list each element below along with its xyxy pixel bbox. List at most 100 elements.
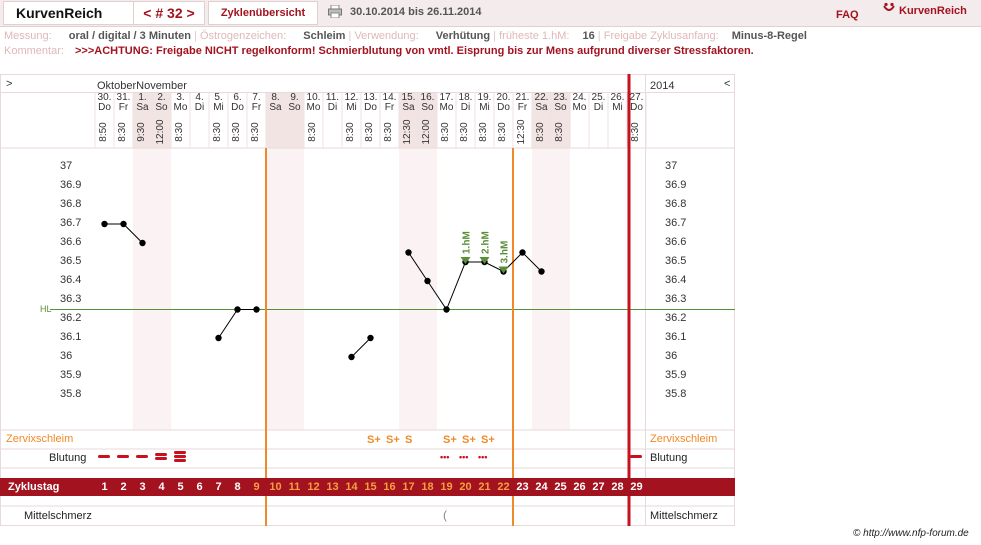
zyklustag-cell[interactable]: 28 — [611, 481, 624, 493]
zyklustag-cell[interactable]: 13 — [326, 481, 339, 493]
zyklustag-cell[interactable]: 14 — [345, 481, 358, 493]
day-number: 16. — [420, 92, 435, 103]
zervix-symbol: S+ — [386, 434, 400, 446]
zyklustag-cell[interactable]: 8 — [234, 481, 241, 493]
day-number: 20. — [496, 92, 511, 103]
day-number: 22. — [534, 92, 549, 103]
weekday: Fr — [118, 102, 129, 113]
zyklustag-cell[interactable]: 4 — [158, 481, 165, 493]
day-number: 26. — [610, 92, 625, 103]
weekday: Di — [194, 102, 205, 113]
day-column-header[interactable]: 13. Do 8:30 — [361, 93, 380, 148]
zyklustag-cell[interactable]: 7 — [215, 481, 222, 493]
zyklustag-cell[interactable]: 25 — [554, 481, 567, 493]
zyklustag-cell[interactable]: 27 — [592, 481, 605, 493]
day-column-header[interactable]: 17. Mo 8:30 — [437, 93, 456, 148]
zyklustag-cell[interactable]: 10 — [269, 481, 282, 493]
day-column-header[interactable]: 5. Mi 8:30 — [209, 93, 228, 148]
day-column-header[interactable]: 23. So 8:30 — [551, 93, 570, 148]
hm-marker-label: 3.hM — [500, 241, 511, 264]
bleeding-mark — [155, 457, 167, 460]
zyklustag-cell[interactable]: 15 — [364, 481, 377, 493]
day-column-header[interactable]: 9. So — [285, 93, 304, 148]
zyklustag-cell[interactable]: 3 — [139, 481, 146, 493]
day-number: 6. — [233, 92, 242, 103]
day-column-header[interactable]: 6. Do 8:30 — [228, 93, 247, 148]
expand-left-toggle[interactable]: > — [6, 78, 13, 90]
y-tick-label-right: 37 — [665, 160, 678, 172]
temperature-point — [424, 277, 431, 285]
weekend-shade — [266, 148, 285, 430]
weekday: Fr — [517, 102, 528, 113]
day-column-header[interactable]: 16. So 12:00 — [418, 93, 437, 148]
day-column-header[interactable]: 2. So 12:00 — [152, 93, 171, 148]
day-column-header[interactable]: 31. Fr 8:30 — [114, 93, 133, 148]
day-column-header[interactable]: 19. Mi 8:30 — [475, 93, 494, 148]
zyklustag-cell[interactable]: 9 — [253, 481, 260, 493]
weekday: Do — [364, 102, 377, 113]
weekend-shade — [551, 148, 570, 430]
date-range: 30.10.2014 bis 26.11.2014 — [350, 6, 482, 18]
day-column-header[interactable]: 27. Do 8:30 — [627, 93, 646, 148]
y-tick-label-right: 35.8 — [665, 388, 687, 400]
temperature-point — [215, 334, 222, 342]
day-column-header[interactable]: 8. Sa — [266, 93, 285, 148]
print-icon[interactable] — [328, 5, 342, 18]
day-column-header[interactable]: 11. Di — [323, 93, 342, 148]
day-column-header[interactable]: 30. Do 8:50 — [95, 93, 114, 148]
zyklustag-cell[interactable]: 16 — [383, 481, 396, 493]
messung-label: Messung: — [4, 30, 52, 42]
day-number: 1. — [138, 92, 147, 103]
day-column-header[interactable]: 14. Fr 8:30 — [380, 93, 399, 148]
day-column-header[interactable]: 20. Do 8:30 — [494, 93, 513, 148]
day-column-header[interactable]: 22. Sa 8:30 — [532, 93, 551, 148]
brand-name[interactable]: KurvenReich — [899, 5, 967, 17]
day-number: 4. — [195, 92, 204, 103]
zyklustag-cell[interactable]: 24 — [535, 481, 548, 493]
app-logo[interactable]: KurvenReich — [3, 1, 141, 25]
day-column-header[interactable]: 21. Fr 12:30 — [513, 93, 532, 148]
zyklustag-cell[interactable]: 6 — [196, 481, 203, 493]
zyklustag-cell[interactable]: 19 — [440, 481, 453, 493]
day-column-header[interactable]: 4. Di — [190, 93, 209, 148]
zyklustag-cell[interactable]: 17 — [402, 481, 415, 493]
zyklustag-cell[interactable]: 22 — [497, 481, 510, 493]
zyklustag-cell[interactable]: 21 — [478, 481, 491, 493]
zyklustag-cell[interactable]: 5 — [177, 481, 184, 493]
temperature-line — [218, 309, 257, 339]
oestrogen-label: Östrogenzeichen: — [199, 30, 287, 42]
bleeding-mark — [155, 453, 167, 456]
zyklustag-cell[interactable]: 12 — [307, 481, 320, 493]
hm-label: früheste 1.hM: — [499, 30, 570, 42]
day-column-header[interactable]: 1. Sa 9:30 — [133, 93, 152, 148]
day-column-header[interactable]: 7. Fr 8:30 — [247, 93, 266, 148]
weekday: Mi — [479, 102, 490, 113]
day-column-header[interactable]: 3. Mo 8:30 — [171, 93, 190, 148]
day-column-header[interactable]: 24. Mo — [570, 93, 589, 148]
day-column-header[interactable]: 10. Mo 8:30 — [304, 93, 323, 148]
day-column-header[interactable]: 25. Di — [589, 93, 608, 148]
hm-marker-label: 1.hM — [462, 231, 473, 254]
zyklustag-cell[interactable]: 1 — [101, 481, 108, 493]
zyklustag-cell[interactable]: 23 — [516, 481, 529, 493]
bleeding-mark — [136, 455, 148, 458]
cycle-overview-tab[interactable]: Zyklenübersicht — [208, 1, 318, 25]
zyklustag-cell[interactable]: 26 — [573, 481, 586, 493]
day-column-header[interactable]: 15. Sa 12:30 — [399, 93, 418, 148]
measurement-info: Messung: oral / digital / 3 Minuten | Ös… — [4, 30, 807, 42]
day-column-header[interactable]: 18. Di 8:30 — [456, 93, 475, 148]
day-column-header[interactable]: 12. Mi 8:30 — [342, 93, 361, 148]
collapse-right-toggle[interactable]: < — [724, 78, 731, 90]
day-number: 11. — [325, 92, 340, 103]
zyklustag-cell[interactable]: 11 — [288, 481, 301, 493]
day-column-header[interactable]: 26. Mi — [608, 93, 627, 148]
bleeding-mark — [630, 455, 642, 458]
faq-link[interactable]: FAQ — [836, 9, 859, 21]
zyklustag-cell[interactable]: 18 — [421, 481, 434, 493]
zyklustag-cell[interactable]: 29 — [630, 481, 643, 493]
zyklustag-cell[interactable]: 20 — [459, 481, 472, 493]
zyklustag-cell[interactable]: 2 — [120, 481, 127, 493]
zyklustag-bar-right — [645, 478, 735, 496]
y-tick-label-right: 36.7 — [665, 217, 687, 229]
cycle-navigator[interactable]: < # 32 > — [133, 1, 205, 25]
